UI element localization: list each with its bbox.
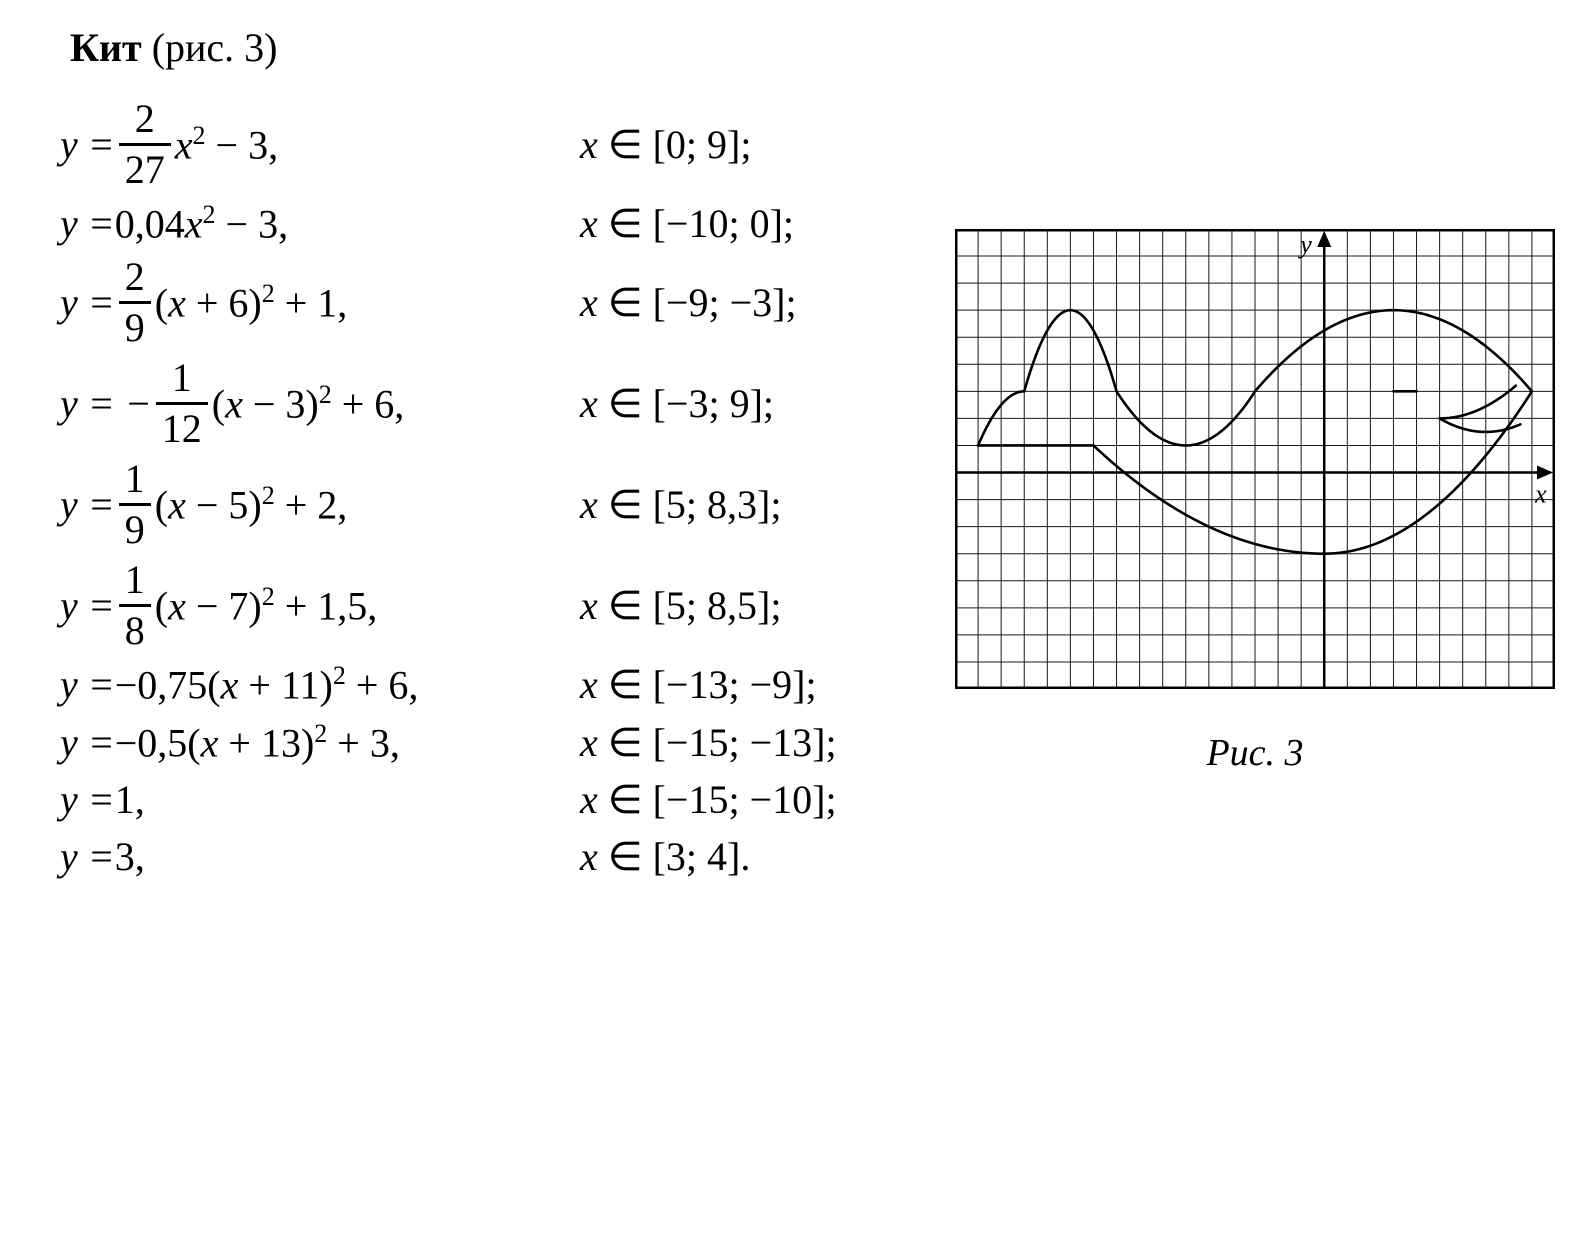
equation-row: y = 29(x + 6)2 + 1,x ∈ [−9; −3];: [60, 257, 915, 348]
equation-lhs: y = 3,: [60, 833, 580, 880]
equation-rhs: x ∈ [−15; −10];: [580, 776, 837, 823]
equation-rhs: x ∈ [−13; −9];: [580, 661, 817, 708]
svg-text:x: x: [1534, 480, 1547, 509]
equation-rhs: x ∈ [0; 9];: [580, 121, 751, 168]
figure: xy Рис. 3: [955, 229, 1555, 775]
equation-lhs: y = 29(x + 6)2 + 1,: [60, 257, 580, 348]
equation-lhs: y = 19(x − 5)2 + 2,: [60, 459, 580, 550]
title-bold: Кит: [70, 25, 142, 70]
whale-plot: xy: [955, 229, 1555, 689]
equation-row: y = 18(x − 7)2 + 1,5,x ∈ [5; 8,5];: [60, 560, 915, 651]
equation-rhs: x ∈ [5; 8,5];: [580, 582, 781, 629]
equation-rhs: x ∈ [−15; −13];: [580, 719, 837, 766]
equation-row: y = 0,04x2 − 3,x ∈ [−10; 0];: [60, 200, 915, 247]
equation-lhs: y = 1,: [60, 776, 580, 823]
equation-rhs: x ∈ [−3; 9];: [580, 380, 774, 427]
title-rest: (рис. 3): [142, 25, 278, 70]
equation-lhs: y = −112(x − 3)2 + 6,: [60, 358, 580, 449]
equation-rhs: x ∈ [5; 8,3];: [580, 481, 781, 528]
equation-row: y = 19(x − 5)2 + 2,x ∈ [5; 8,3];: [60, 459, 915, 550]
equation-lhs: y = −0,5(x + 13)2 + 3,: [60, 719, 580, 766]
equation-list: y = 227x2 − 3,x ∈ [0; 9];y = 0,04x2 − 3,…: [60, 89, 915, 886]
equation-row: y = −0,5(x + 13)2 + 3,x ∈ [−15; −13];: [60, 719, 915, 766]
equation-lhs: y = 18(x − 7)2 + 1,5,: [60, 560, 580, 651]
equation-row: y = 227x2 − 3,x ∈ [0; 9];: [60, 99, 915, 190]
equation-lhs: y = −0,75(x + 11)2 + 6,: [60, 661, 580, 708]
content: y = 227x2 − 3,x ∈ [0; 9];y = 0,04x2 − 3,…: [60, 89, 1555, 886]
figure-caption: Рис. 3: [955, 731, 1555, 775]
equation-rhs: x ∈ [−9; −3];: [580, 279, 797, 326]
equation-row: y = 3,x ∈ [3; 4].: [60, 833, 915, 880]
equation-rhs: x ∈ [3; 4].: [580, 833, 750, 880]
equation-rhs: x ∈ [−10; 0];: [580, 200, 794, 247]
equation-row: y = −0,75(x + 11)2 + 6,x ∈ [−13; −9];: [60, 661, 915, 708]
page: Кит (рис. 3) y = 227x2 − 3,x ∈ [0; 9];y …: [0, 0, 1595, 1236]
page-title: Кит (рис. 3): [60, 24, 1555, 71]
svg-text:y: y: [1297, 230, 1312, 259]
equation-row: y = −112(x − 3)2 + 6,x ∈ [−3; 9];: [60, 358, 915, 449]
equation-lhs: y = 0,04x2 − 3,: [60, 200, 580, 247]
equation-lhs: y = 227x2 − 3,: [60, 99, 580, 190]
equation-row: y = 1,x ∈ [−15; −10];: [60, 776, 915, 823]
